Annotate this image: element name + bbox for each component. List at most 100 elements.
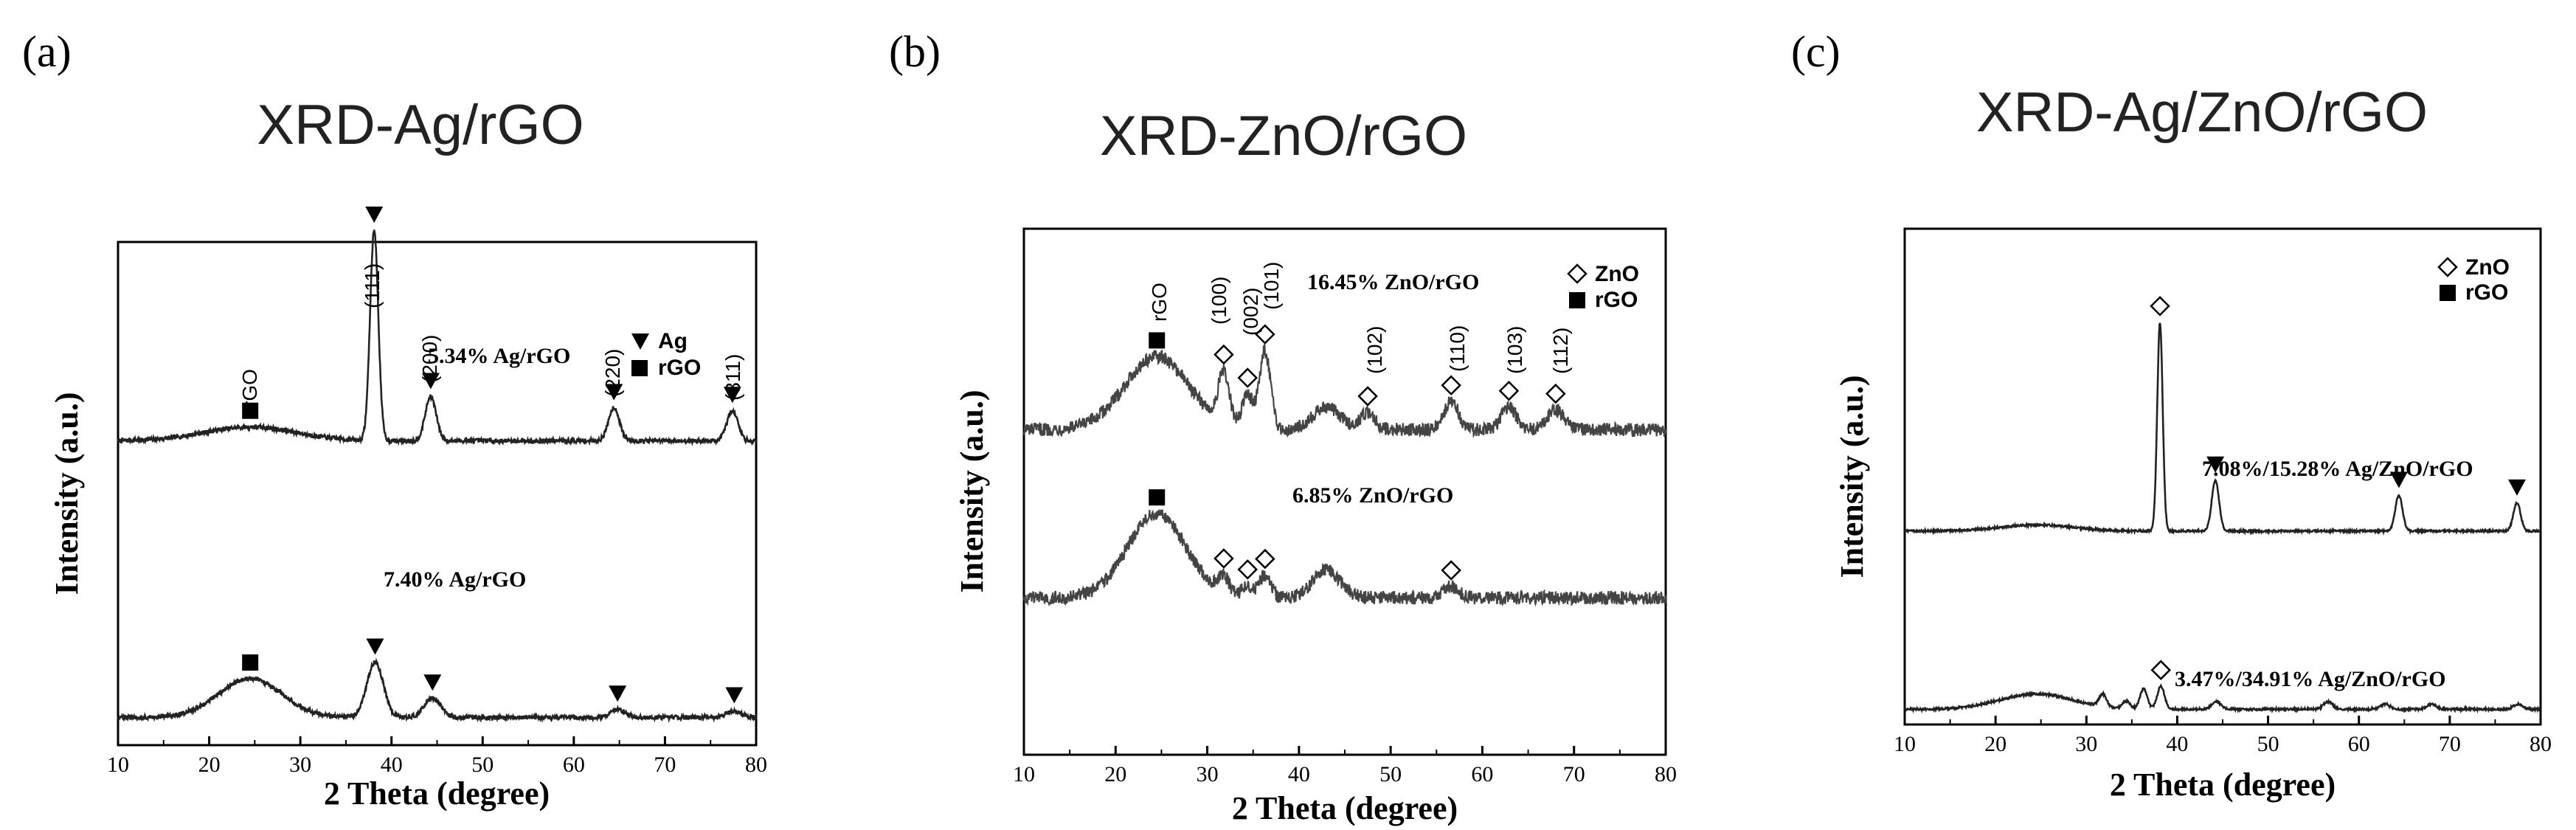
- marker-down-triangle-1-3: [421, 373, 440, 390]
- x-tick-label-50: 50: [1379, 762, 1402, 786]
- x-ticks-a: 10 20 30 40 50 60 70 80: [107, 736, 767, 777]
- x-axis-label-b: 2 Theta (degree): [1232, 790, 1458, 826]
- hkl-label-b-103: (103): [1503, 326, 1526, 374]
- series-label-a-1: 5.34% Ag/rGO: [428, 344, 570, 368]
- legend-square-marker-b: [1569, 292, 1585, 308]
- series-line-1: [1904, 322, 2541, 536]
- hkl-label-b-112: (112): [1549, 328, 1572, 374]
- hkl-label-b-100: (100): [1208, 277, 1230, 325]
- marker-down-triangle-1-5: [723, 387, 741, 404]
- marker-diamond-2-2: [1213, 548, 1234, 569]
- marker-down-triangle-1-2: [2206, 456, 2225, 473]
- marker-down-triangle-1-4: [605, 384, 623, 401]
- marker-diamond-2-1: [2150, 660, 2172, 680]
- series-label-c-1: 7.08%/15.28% Ag/ZnO/rGO: [2202, 457, 2473, 481]
- chart-title-c: XRD-Ag/ZnO/rGO: [1976, 81, 2428, 144]
- x-tick-label-30: 30: [1197, 762, 1219, 786]
- legend-c: ZnO rGO: [2437, 255, 2510, 305]
- marker-down-triangle-1-2: [365, 207, 384, 224]
- panel-a: (a) XRD-Ag/rGO 2 Theta (degree) Intensit…: [22, 27, 767, 812]
- x-tick-label-50: 50: [2257, 732, 2279, 756]
- marker-diamond-1-3: [1237, 367, 1258, 388]
- marker-diamond-2-3: [1237, 559, 1258, 580]
- marker-diamond-1-1: [2150, 296, 2170, 317]
- series-line-1: [1022, 344, 1667, 438]
- marker-diamond-2-5: [1441, 560, 1461, 581]
- x-tick-label-40: 40: [381, 753, 403, 777]
- x-tick-label-60: 60: [563, 753, 585, 777]
- legend-label-ag: Ag: [658, 329, 688, 353]
- hkl-label-b-002: (002): [1239, 288, 1262, 336]
- curves-b: [1022, 344, 1667, 607]
- x-tick-label-80: 80: [745, 753, 767, 777]
- x-tick-label-20: 20: [1984, 732, 2007, 756]
- series-line-1: [117, 229, 758, 447]
- marker-diamond-1-2: [1213, 344, 1234, 365]
- marker-diamond-2-4: [1255, 548, 1275, 570]
- x-tick-label-80: 80: [2530, 732, 2552, 756]
- panel-b: (b) XRD-ZnO/rGO 2 Theta (degree) Intensi…: [889, 27, 1677, 826]
- hkl-label-a-220: (220): [601, 349, 624, 397]
- legend-diamond-marker-c: [2437, 257, 2458, 277]
- marker-down-triangle-2-3: [423, 674, 442, 691]
- x-tick-label-70: 70: [1563, 762, 1585, 786]
- x-tick-label-10: 10: [107, 753, 129, 777]
- legend-diamond-marker-b: [1567, 263, 1588, 284]
- marker-diamond-1-7: [1498, 381, 1520, 401]
- marker-diamond-1-8: [1545, 383, 1566, 404]
- marker-square-2-1: [242, 654, 259, 671]
- curves-a: [117, 229, 758, 724]
- markers-c: [2150, 296, 2526, 680]
- panel-label-c: (c): [1791, 27, 1841, 76]
- x-tick-label-10: 10: [1013, 762, 1035, 786]
- marker-diamond-1-4: [1255, 324, 1275, 345]
- x-tick-label-50: 50: [471, 753, 494, 777]
- x-tick-label-40: 40: [2166, 732, 2188, 756]
- hkl-label-a-rgo: rGO: [238, 369, 261, 408]
- y-axis-label-c: Intensity (a.u.): [1834, 375, 1870, 578]
- hkl-label-a-200: (200): [418, 335, 441, 383]
- x-tick-label-30: 30: [289, 753, 311, 777]
- marker-down-triangle-1-4: [2507, 479, 2526, 496]
- legend-label-zno-c: ZnO: [2465, 255, 2510, 280]
- legend-triangle-marker-a: [631, 333, 649, 350]
- x-tick-label-20: 20: [1104, 762, 1126, 786]
- series-line-2: [1903, 683, 2541, 714]
- panel-label-a: (a): [22, 27, 72, 76]
- legend-label-rgo-c: rGO: [2465, 280, 2508, 305]
- legend-square-marker-c: [2440, 285, 2456, 301]
- x-tick-label-70: 70: [2439, 732, 2461, 756]
- series-line-2: [117, 657, 758, 724]
- series-line-2: [1022, 509, 1667, 607]
- series-label-b-1: 16.45% ZnO/rGO: [1307, 270, 1479, 294]
- x-tick-label-70: 70: [654, 753, 676, 777]
- chart-title-a: XRD-Ag/rGO: [257, 94, 584, 156]
- hkl-label-a-111: (111): [361, 263, 384, 308]
- chart-title-b: XRD-ZnO/rGO: [1100, 105, 1467, 167]
- legend-a: Ag rGO: [631, 329, 701, 380]
- plot-frame-a: [117, 241, 758, 747]
- marker-down-triangle-2-5: [725, 687, 744, 704]
- hkl-label-b-102: (102): [1363, 326, 1386, 374]
- series-label-a-2: 7.40% Ag/rGO: [384, 567, 526, 592]
- x-axis-label-a: 2 Theta (degree): [324, 775, 550, 812]
- panel-label-b: (b): [889, 27, 941, 76]
- hkl-label-b-110: (110): [1446, 325, 1469, 372]
- x-ticks-b: 10 20 30 40 50 60 70 80: [1013, 746, 1677, 786]
- x-tick-label-80: 80: [1655, 762, 1677, 786]
- marker-down-triangle-2-4: [609, 685, 627, 702]
- y-axis-label-b: Intensity (a.u.): [954, 390, 990, 592]
- marker-down-triangle-1-3: [2389, 471, 2408, 488]
- hkl-label-a-311: (311): [721, 354, 744, 401]
- legend-label-rgo-b: rGO: [1595, 288, 1638, 312]
- marker-square-1-1: [1149, 332, 1166, 349]
- marker-square-2-1: [1149, 489, 1166, 506]
- curves-c: [1903, 322, 2541, 714]
- marker-square-1-1: [242, 402, 259, 419]
- markers-a: [242, 207, 744, 704]
- panel-c: (c) XRD-Ag/ZnO/rGO 2 Theta (degree) Inte…: [1791, 27, 2552, 803]
- y-axis-label-a: Intensity (a.u.): [49, 392, 85, 595]
- marker-diamond-1-6: [1441, 375, 1461, 395]
- legend-square-marker-a: [631, 360, 648, 376]
